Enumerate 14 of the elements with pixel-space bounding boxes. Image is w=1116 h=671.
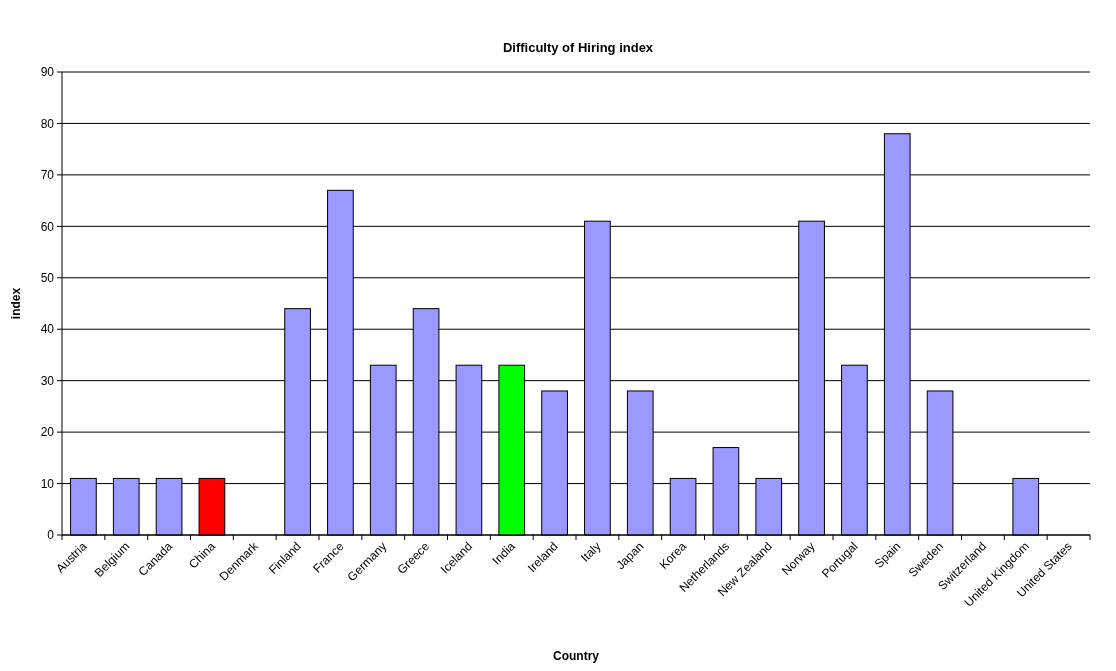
y-tick-label: 0	[47, 528, 55, 543]
y-tick-label: 70	[40, 168, 55, 183]
x-tick-label: Italy	[578, 539, 604, 565]
y-tick-label: 90	[40, 65, 55, 80]
y-tick-label: 30	[40, 373, 55, 388]
chart-title: Difficulty of Hiring index	[502, 40, 654, 55]
y-axis-title: index	[9, 287, 23, 320]
y-tick-label: 20	[40, 425, 55, 440]
y-tick-label: 10	[40, 476, 55, 491]
x-axis-title: Country	[553, 649, 600, 663]
y-tick-label: 40	[40, 322, 55, 337]
y-tick-label: 60	[40, 219, 55, 234]
y-tick-label: 80	[40, 116, 55, 131]
y-tick-label: 50	[40, 270, 55, 285]
